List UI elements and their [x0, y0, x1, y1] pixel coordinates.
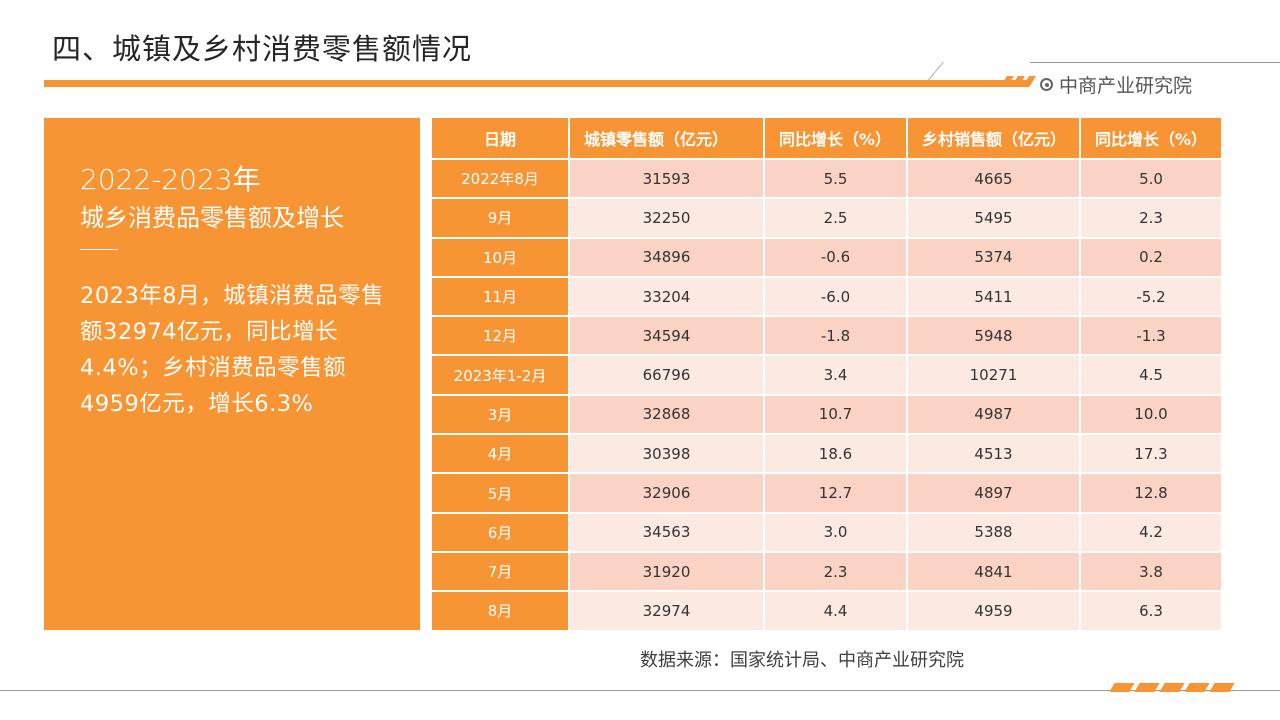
header-date: 日期	[432, 118, 570, 158]
panel-divider	[80, 249, 118, 250]
cell-urban-growth: 2.5	[765, 197, 908, 237]
panel-subtitle: 城乡消费品零售额及增长	[80, 204, 344, 232]
cell-rural-sales: 5374	[908, 236, 1081, 276]
cell-rural-growth: 4.5	[1081, 354, 1221, 394]
title-underline-bar	[44, 80, 1029, 87]
footer-rule	[0, 690, 1280, 691]
cell-rural-growth: 3.8	[1081, 550, 1221, 591]
cell-rural-sales: 4959	[908, 590, 1081, 630]
cell-rural-sales: 4841	[908, 550, 1081, 591]
table-row: 8月 32974 4.4 4959 6.3	[432, 590, 1221, 630]
cell-rural-sales: 4897	[908, 472, 1081, 512]
cell-date: 11月	[432, 275, 570, 316]
cell-urban-sales: 32974	[570, 590, 765, 630]
cell-urban-growth: -0.6	[765, 236, 908, 276]
cell-rural-growth: 2.3	[1081, 197, 1221, 237]
table-row: 2023年1-2月 66796 3.4 10271 4.5	[432, 354, 1221, 394]
cell-urban-growth: 3.4	[765, 354, 908, 394]
cell-rural-growth: 10.0	[1081, 393, 1221, 434]
cell-date: 6月	[432, 511, 570, 551]
cell-urban-sales: 32868	[570, 393, 765, 434]
header-urban-growth: 同比增长（%）	[765, 118, 908, 158]
header-rule	[1030, 62, 1280, 63]
cell-rural-growth: 12.8	[1081, 472, 1221, 512]
cell-rural-sales: 4513	[908, 433, 1081, 473]
cell-date: 2022年8月	[432, 158, 570, 198]
table-row: 9月 32250 2.5 5495 2.3	[432, 197, 1221, 237]
table-row: 5月 32906 12.7 4897 12.8	[432, 472, 1221, 512]
cell-urban-growth: 5.5	[765, 158, 908, 198]
cell-rural-growth: 5.0	[1081, 158, 1221, 198]
cell-rural-growth: -1.3	[1081, 315, 1221, 355]
cell-rural-growth: 6.3	[1081, 590, 1221, 630]
cell-urban-sales: 30398	[570, 433, 765, 473]
cell-rural-growth: -5.2	[1081, 275, 1221, 316]
cell-urban-sales: 34896	[570, 236, 765, 276]
cell-date: 3月	[432, 393, 570, 434]
cell-date: 2023年1-2月	[432, 354, 570, 394]
cell-urban-growth: 4.4	[765, 590, 908, 630]
table-row: 6月 34563 3.0 5388 4.2	[432, 511, 1221, 551]
cell-rural-sales: 5411	[908, 275, 1081, 316]
cell-urban-sales: 34563	[570, 511, 765, 551]
cell-rural-sales: 5495	[908, 197, 1081, 237]
panel-body: 2023年8月，城镇消费品零售额32974亿元，同比增长4.4%；乡村消费品零售…	[80, 283, 385, 417]
header-rural-sales: 乡村销售额（亿元）	[908, 118, 1081, 158]
cell-rural-growth: 0.2	[1081, 236, 1221, 276]
cell-rural-growth: 4.2	[1081, 511, 1221, 551]
cell-date: 12月	[432, 315, 570, 355]
cell-urban-growth: 2.3	[765, 550, 908, 591]
cell-date: 5月	[432, 472, 570, 512]
cell-rural-sales: 5948	[908, 315, 1081, 355]
cell-urban-growth: 3.0	[765, 511, 908, 551]
panel-year: 2022-2023年	[80, 163, 261, 196]
summary-panel: 2022-2023年 城乡消费品零售额及增长 2023年8月，城镇消费品零售额3…	[44, 118, 420, 630]
cell-date: 9月	[432, 197, 570, 237]
cell-date: 10月	[432, 236, 570, 276]
cell-urban-growth: 10.7	[765, 393, 908, 434]
table-row: 11月 33204 -6.0 5411 -5.2	[432, 275, 1221, 316]
table-row: 7月 31920 2.3 4841 3.8	[432, 550, 1221, 591]
table-row: 2022年8月 31593 5.5 4665 5.0	[432, 158, 1221, 198]
cell-urban-growth: -6.0	[765, 275, 908, 316]
cell-urban-sales: 34594	[570, 315, 765, 355]
cell-rural-sales: 10271	[908, 354, 1081, 394]
cell-urban-sales: 31593	[570, 158, 765, 198]
table-row: 3月 32868 10.7 4987 10.0	[432, 393, 1221, 434]
cell-urban-sales: 33204	[570, 275, 765, 316]
cell-rural-sales: 5388	[908, 511, 1081, 551]
cell-date: 7月	[432, 550, 570, 591]
cell-urban-sales: 32906	[570, 472, 765, 512]
table-header-row: 日期 城镇零售额（亿元） 同比增长（%） 乡村销售额（亿元） 同比增长（%）	[432, 118, 1221, 158]
cell-date: 8月	[432, 590, 570, 630]
cell-date: 4月	[432, 433, 570, 473]
header-urban-sales: 城镇零售额（亿元）	[570, 118, 765, 158]
retail-table: 日期 城镇零售额（亿元） 同比增长（%） 乡村销售额（亿元） 同比增长（%） 2…	[432, 118, 1221, 630]
cell-rural-sales: 4665	[908, 158, 1081, 198]
cell-urban-sales: 66796	[570, 354, 765, 394]
table-row: 12月 34594 -1.8 5948 -1.3	[432, 315, 1221, 355]
page-title: 四、城镇及乡村消费零售额情况	[52, 32, 473, 66]
cell-rural-sales: 4987	[908, 393, 1081, 434]
table-row: 4月 30398 18.6 4513 17.3	[432, 433, 1221, 473]
header-rural-growth: 同比增长（%）	[1081, 118, 1221, 158]
table-row: 10月 34896 -0.6 5374 0.2	[432, 236, 1221, 276]
header-stripes	[1001, 76, 1036, 86]
cell-urban-growth: 12.7	[765, 472, 908, 512]
brand-name: 中商产业研究院	[1059, 75, 1193, 97]
brand-logo-icon	[1040, 78, 1053, 91]
cell-urban-growth: -1.8	[765, 315, 908, 355]
cell-rural-growth: 17.3	[1081, 433, 1221, 473]
cell-urban-growth: 18.6	[765, 433, 908, 473]
brand: 中商产业研究院	[1040, 71, 1192, 98]
cell-urban-sales: 32250	[570, 197, 765, 237]
source-note: 数据来源：国家统计局、中商产业研究院	[640, 650, 964, 671]
footer-stripes	[1109, 683, 1235, 692]
cell-urban-sales: 31920	[570, 550, 765, 591]
